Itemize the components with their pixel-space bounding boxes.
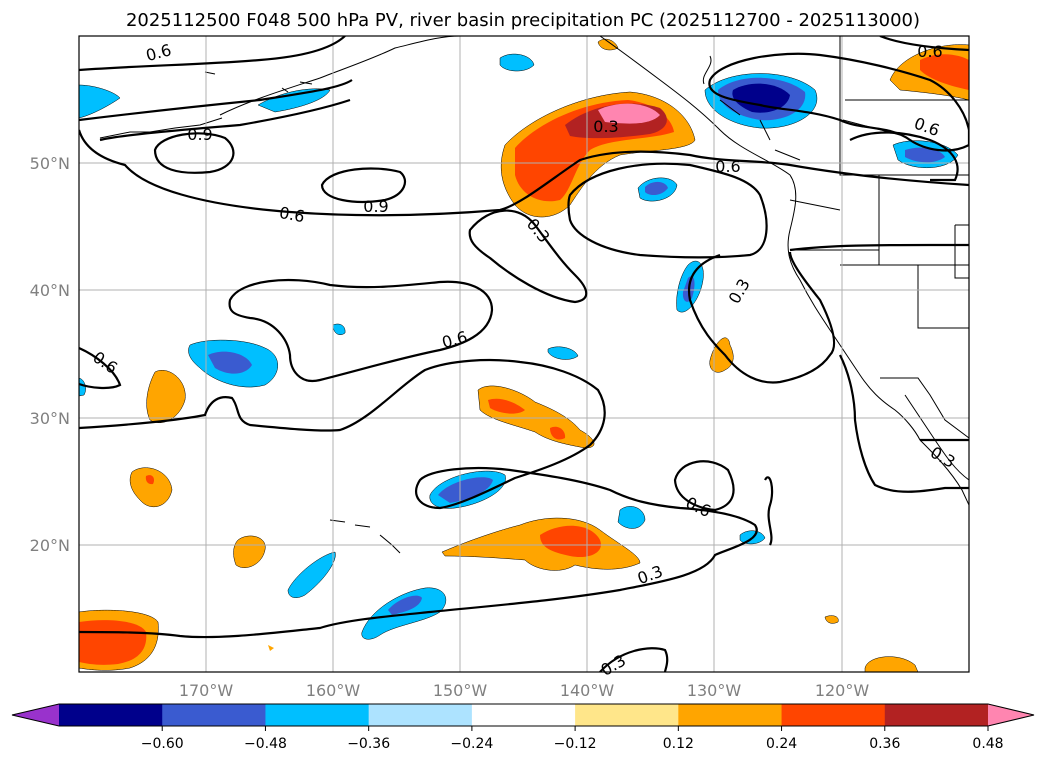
positive-region bbox=[129, 467, 173, 508]
pv-contour bbox=[228, 278, 494, 383]
negative-region bbox=[79, 84, 121, 119]
negative-region bbox=[547, 346, 579, 360]
negative-region bbox=[905, 147, 945, 163]
pv-contour bbox=[764, 476, 774, 546]
lat-label: 20°N bbox=[30, 536, 70, 555]
positive-region bbox=[598, 103, 660, 124]
gridlines bbox=[79, 36, 969, 672]
colorbar-tick-label: 0.24 bbox=[766, 736, 797, 752]
colorbar-tick-label: 0.36 bbox=[869, 736, 900, 752]
lon-label: 130°W bbox=[687, 681, 742, 700]
lat-label: 30°N bbox=[30, 409, 70, 428]
pv-contour bbox=[687, 251, 836, 384]
contour-label: 0.9 bbox=[363, 197, 388, 216]
contour-label: 0.3 bbox=[593, 117, 618, 136]
pv-contour bbox=[839, 354, 969, 493]
colorbar-segment bbox=[575, 704, 679, 726]
colorbar-segment bbox=[59, 704, 163, 726]
pv-contour bbox=[79, 358, 758, 639]
pv-contour bbox=[849, 131, 959, 182]
negative-region bbox=[617, 506, 646, 529]
negative-region bbox=[732, 83, 790, 113]
contour-label: 0.9 bbox=[187, 125, 212, 144]
pv-contour bbox=[99, 98, 351, 142]
colorbar: −0.60 −0.48 −0.36 −0.24 −0.12 0.12 0.24 0.36 0.4… bbox=[11, 703, 1035, 752]
lat-label: 50°N bbox=[30, 154, 70, 173]
pv-contour bbox=[708, 52, 969, 152]
positive-region bbox=[488, 398, 525, 414]
contour-label: 0.6 bbox=[715, 157, 740, 176]
pv-contour bbox=[567, 162, 768, 259]
figure-title: 2025112500 F048 500 hPa PV, river basin … bbox=[126, 10, 920, 31]
pv-contour bbox=[789, 243, 969, 252]
colorbar-tick-label: −0.36 bbox=[347, 736, 390, 752]
negative-region bbox=[388, 595, 422, 615]
lon-label: 170°W bbox=[179, 681, 234, 700]
positive-region bbox=[233, 535, 266, 568]
contour-label: 0.6 bbox=[278, 203, 306, 226]
colorbar-segment bbox=[265, 704, 370, 726]
lon-label: 140°W bbox=[560, 681, 615, 700]
negative-region bbox=[645, 181, 668, 196]
pv-contour bbox=[673, 460, 735, 512]
lon-label: 160°W bbox=[306, 681, 361, 700]
pv-contour bbox=[79, 346, 122, 390]
colorbar-tick-label: 0.12 bbox=[663, 736, 694, 752]
colorbar-tick-label: 0.48 bbox=[972, 736, 1003, 752]
colorbar-extend-high bbox=[988, 704, 1034, 726]
map-frame bbox=[78, 35, 970, 673]
contour-label: 0.6 bbox=[917, 42, 942, 61]
positive-region bbox=[268, 645, 274, 651]
pv-contour bbox=[79, 79, 353, 122]
positive-region bbox=[824, 615, 839, 624]
pv-contour bbox=[468, 209, 588, 304]
colorbar-outline bbox=[11, 703, 1035, 727]
colorbar-segment bbox=[884, 704, 989, 726]
pv-contour bbox=[320, 167, 407, 203]
colorbar-tick-label: −0.24 bbox=[450, 736, 493, 752]
lon-label: 120°W bbox=[815, 681, 870, 700]
colorbar-segment bbox=[162, 704, 266, 726]
colorbar-segment bbox=[368, 704, 473, 726]
pv-contour bbox=[153, 132, 235, 174]
negative-region bbox=[332, 323, 346, 335]
colorbar-segment bbox=[781, 704, 886, 726]
lon-label: 150°W bbox=[433, 681, 488, 700]
positive-region bbox=[864, 656, 919, 672]
positive-region bbox=[550, 426, 566, 440]
negative-region bbox=[499, 53, 535, 72]
positive-region bbox=[145, 475, 155, 485]
negative-region bbox=[287, 551, 336, 598]
pv-contour bbox=[79, 36, 346, 72]
colorbar-tick-label: −0.48 bbox=[244, 736, 287, 752]
colorbar-segment bbox=[678, 704, 783, 726]
longitude-labels: 170°W 160°W 150°W 140°W 130°W 120°W bbox=[179, 681, 870, 700]
positive-region bbox=[540, 525, 601, 558]
negative-region bbox=[257, 88, 331, 113]
positive-region bbox=[920, 54, 969, 90]
map-panel: 0.6 0.9 0.9 0.6 0.3 0.6 0.6 0.6 0.3 0.6 … bbox=[30, 35, 970, 700]
colorbar-segment bbox=[471, 704, 576, 726]
latitude-labels: 50°N 40°N 30°N 20°N bbox=[30, 154, 70, 555]
pv-contour bbox=[879, 36, 969, 52]
lat-label: 40°N bbox=[30, 281, 70, 300]
colorbar-tick-label: −0.12 bbox=[554, 736, 597, 752]
pv-contours bbox=[79, 36, 969, 672]
negative-region bbox=[208, 351, 252, 374]
colorbar-tick-label: −0.60 bbox=[141, 736, 184, 752]
colorbar-extend-low bbox=[12, 704, 59, 726]
negative-region bbox=[438, 477, 493, 503]
pv-contour bbox=[599, 647, 669, 672]
pv-contour bbox=[79, 129, 969, 217]
